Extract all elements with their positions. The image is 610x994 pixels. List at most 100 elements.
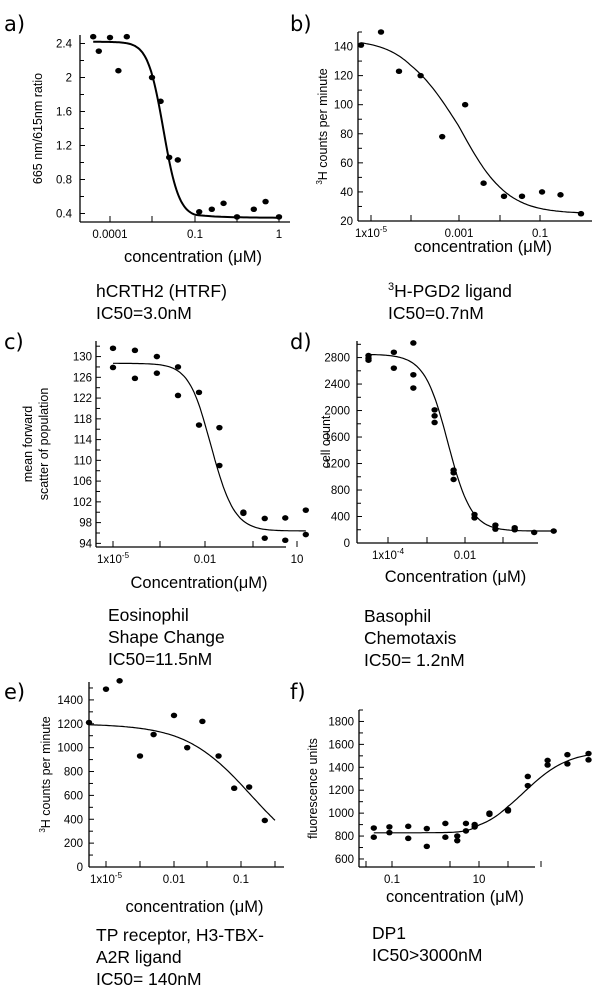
data-point: [386, 829, 393, 836]
y-tick-label: 20: [340, 216, 353, 228]
panel-d: 0 400 800 1200 1600 2000 2400 2800 1x10-4 0.01 cel…: [319, 340, 557, 586]
x-tick-label: 0.01: [194, 554, 216, 566]
y-tick-label: 1600: [328, 739, 354, 751]
panel-caption: 3H-PGD2 ligand IC50=0.7nM: [388, 276, 512, 324]
y-tick-label: 40: [340, 187, 353, 199]
y-tick-label: 800: [335, 831, 354, 843]
caption-ic50: IC50= 140nM: [96, 969, 202, 989]
y-tick-label: 1200: [57, 719, 83, 731]
x-tick-label: 0.0001: [92, 229, 127, 241]
fit-curve: [113, 362, 306, 532]
caption-title: 3H-PGD2 ligand: [388, 280, 512, 301]
y-tick-label: 400: [331, 512, 350, 524]
fit-curve: [373, 754, 589, 834]
panel-label: b): [290, 12, 312, 36]
data-point: [123, 33, 130, 40]
y-tick-label: 1.2: [56, 141, 72, 153]
data-point: [431, 419, 438, 426]
y-tick-label: 1000: [57, 743, 83, 755]
data-point: [102, 686, 110, 692]
data-point: [106, 34, 114, 41]
data-point: [431, 413, 438, 419]
fit-curve: [93, 40, 279, 219]
data-point: [454, 833, 461, 839]
panel-label: d): [290, 330, 312, 354]
data-point: [462, 820, 470, 827]
data-point: [174, 392, 182, 399]
y-tick-label: 110: [74, 455, 92, 467]
data-point: [302, 507, 309, 513]
y-axis-label: mean forward: [21, 406, 35, 482]
y-tick-label: 2400: [324, 379, 350, 391]
data-point: [282, 515, 289, 521]
y-tick-label: 2.4: [56, 39, 73, 51]
panel-caption: Eosinophil Shape Change IC50=11.5nM: [108, 604, 225, 670]
data-point: [262, 198, 269, 205]
data-point: [390, 349, 398, 356]
data-point: [390, 365, 398, 371]
panel-e: 0 200 400 600 800 1000 1200 1400 1x10-5 0.01 0.1 3H…: [38, 678, 284, 916]
data-point: [250, 206, 257, 213]
data-point: [109, 364, 117, 371]
x-tick-label: 0.1: [384, 874, 400, 886]
caption-title: hCRTH2 (HTRF): [96, 281, 227, 301]
data-point: [115, 67, 122, 74]
data-point: [544, 762, 551, 768]
caption-title: Chemotaxis: [364, 628, 457, 648]
data-point: [302, 531, 309, 538]
y-tick-label: 0: [344, 538, 350, 550]
y-tick-label: 130: [73, 352, 92, 364]
y-tick-label: 2000: [324, 406, 350, 418]
caption-title: DP1: [372, 923, 407, 943]
data-point: [196, 209, 203, 215]
data-point: [261, 535, 268, 541]
data-point: [95, 48, 103, 54]
data-point: [439, 133, 446, 140]
data-point: [215, 753, 222, 759]
data-point: [423, 825, 430, 832]
data-point: [282, 537, 289, 544]
data-point: [410, 340, 417, 346]
data-point: [365, 357, 372, 364]
data-point: [405, 835, 412, 842]
data-point: [395, 68, 403, 75]
x-tick-label: 0.001: [445, 228, 474, 240]
panel-caption: hCRTH2 (HTRF) IC50=3.0nM: [96, 280, 227, 324]
y-tick-label: 1.6: [56, 107, 72, 119]
data-point: [216, 424, 223, 431]
data-point: [557, 192, 564, 198]
panel-label: c): [4, 330, 24, 354]
caption-ic50: IC50= 1.2nM: [364, 650, 465, 670]
y-axis-label: 3H counts per minute: [38, 716, 53, 832]
data-point: [564, 761, 571, 767]
fit-curve: [360, 42, 582, 214]
data-point: [136, 753, 144, 759]
x-axis-label: Concentration (μM): [385, 568, 527, 586]
data-point: [564, 751, 571, 758]
x-tick-label: 0.01: [163, 874, 185, 886]
x-axis-label: concentration (μM): [126, 898, 264, 916]
data-point: [150, 731, 157, 738]
data-point: [233, 214, 241, 220]
y-tick-label: 98: [79, 518, 92, 530]
x-tick-label: 1x10-5: [355, 225, 388, 240]
data-point: [442, 820, 449, 827]
data-point: [116, 678, 123, 684]
data-point: [199, 718, 206, 725]
x-axis-label: concentration (μM): [414, 238, 552, 256]
y-tick-label: 140: [334, 42, 353, 54]
y-tick-label: 800: [331, 485, 350, 497]
data-point: [454, 837, 461, 844]
y-tick-label: 80: [340, 129, 353, 141]
y-tick-label: 1600: [324, 432, 350, 444]
data-point: [208, 206, 215, 213]
x-axis-label: concentration (μM): [386, 888, 524, 906]
data-point: [585, 750, 592, 757]
y-tick-label: 600: [64, 790, 83, 802]
x-tick-label: 0.01: [454, 550, 476, 562]
caption-title: Eosinophil: [108, 605, 189, 625]
panel-caption: DP1 IC50>3000nM: [372, 922, 482, 966]
data-point: [524, 773, 531, 780]
data-point: [471, 515, 478, 521]
